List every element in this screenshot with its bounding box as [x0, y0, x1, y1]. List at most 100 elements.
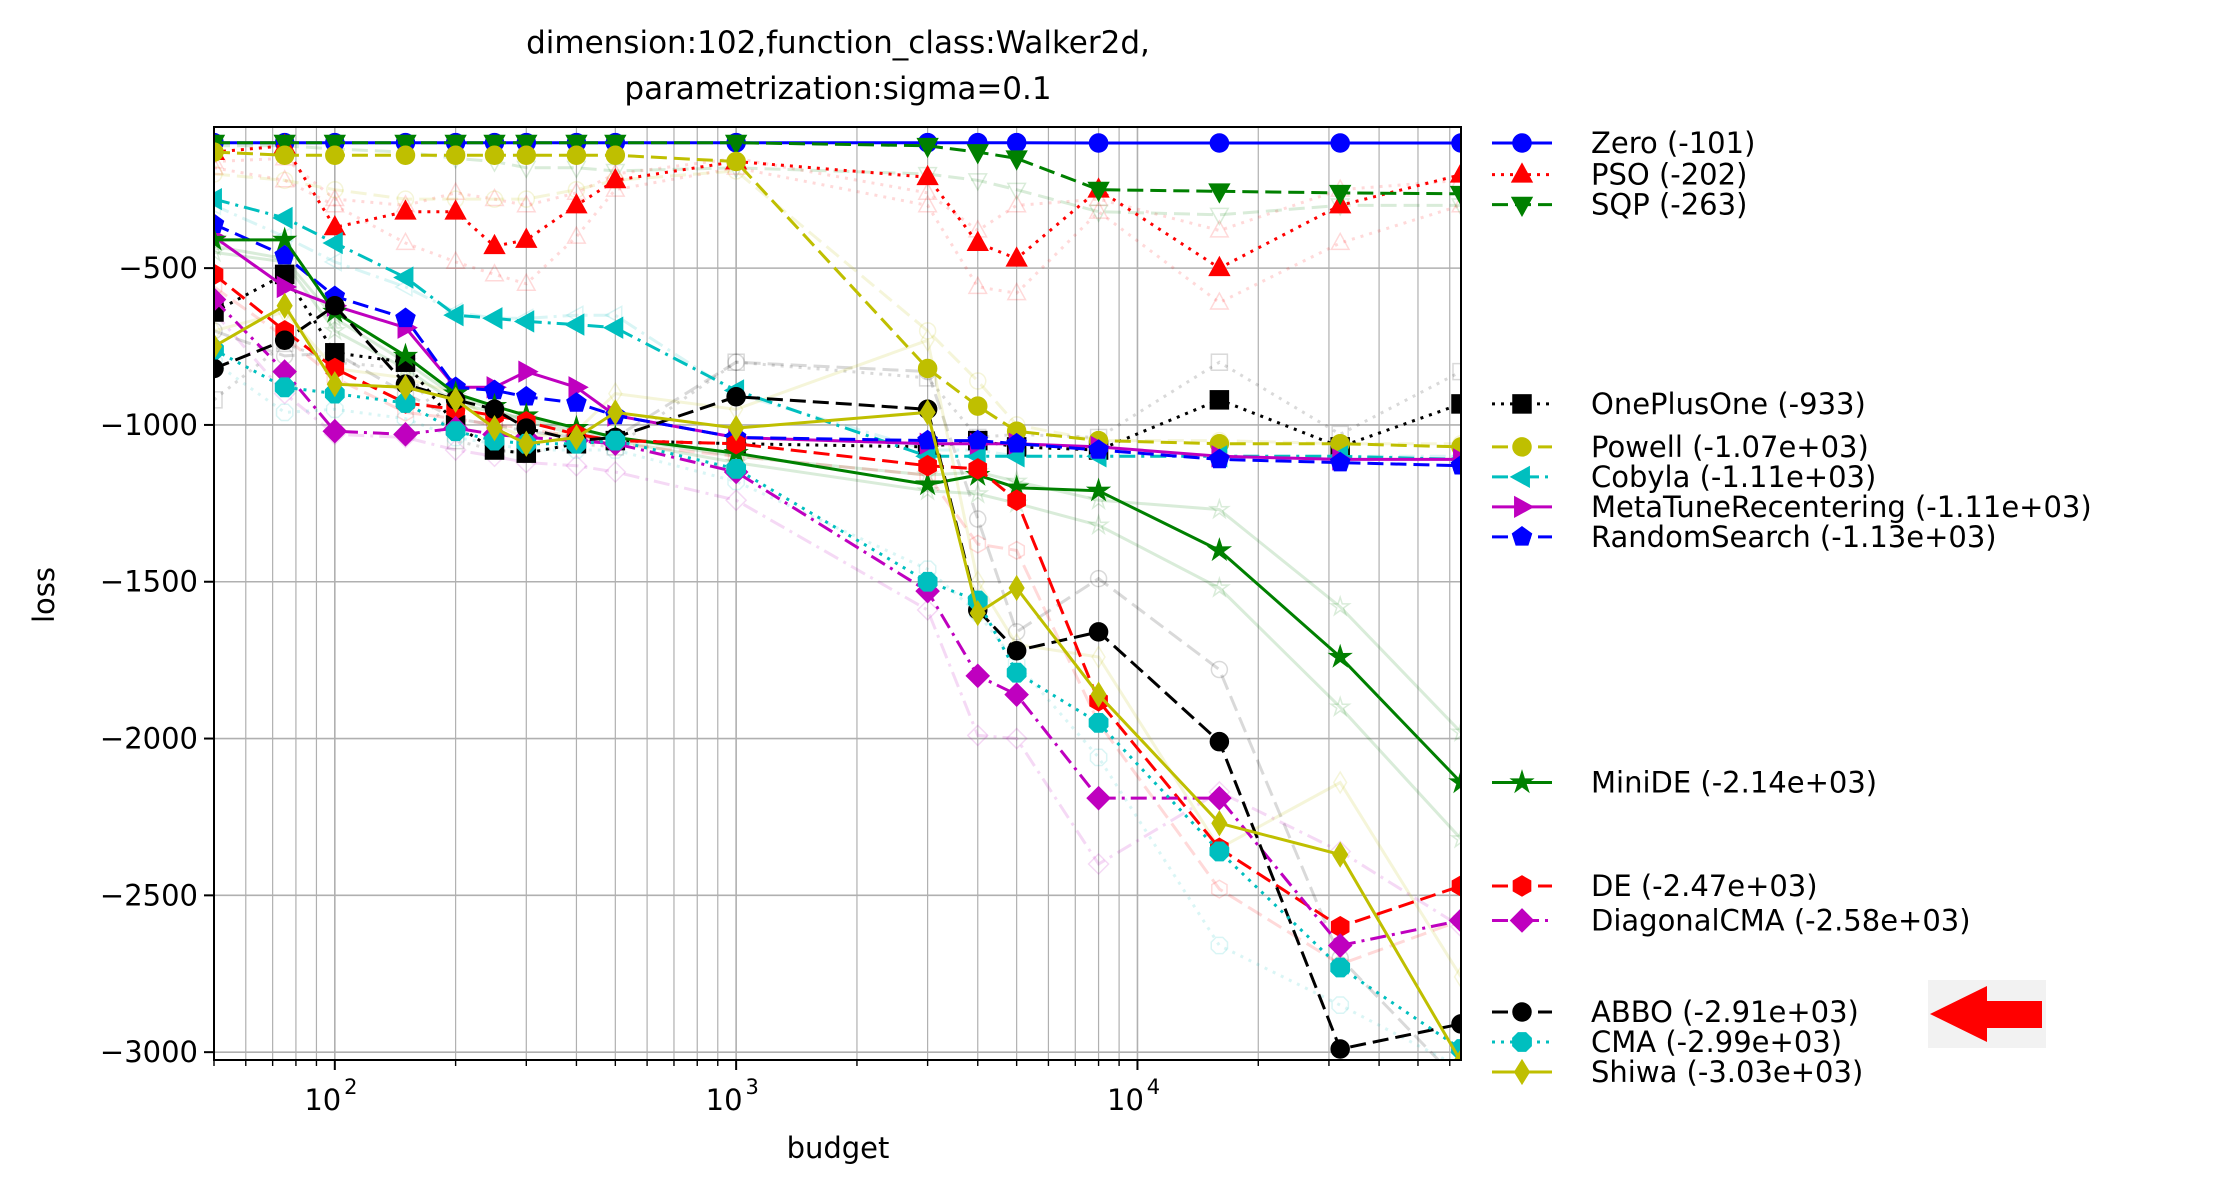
series-line — [214, 360, 1450, 1060]
data-point — [1088, 204, 1109, 223]
data-point — [726, 432, 746, 455]
data-point — [726, 151, 746, 172]
data-point — [604, 167, 627, 189]
data-point — [214, 333, 223, 360]
data-point — [214, 142, 224, 162]
legend-label: CMA (-2.99e+03) — [1591, 1025, 1842, 1059]
data-point — [1008, 540, 1026, 561]
data-point — [728, 414, 745, 442]
data-point — [513, 310, 535, 333]
data-point — [214, 277, 223, 297]
data-point — [1089, 748, 1108, 767]
data-point — [274, 169, 295, 188]
data-point — [214, 165, 223, 183]
legend-label: ABBO (-2.91e+03) — [1591, 995, 1859, 1029]
data-point — [1451, 1014, 1461, 1034]
data-point — [323, 134, 346, 156]
data-point — [214, 226, 227, 251]
data-point — [516, 194, 537, 213]
data-point — [214, 322, 223, 340]
data-point — [1512, 437, 1532, 457]
data-point — [1450, 194, 1461, 213]
data-point — [1004, 682, 1029, 707]
data-point — [918, 322, 937, 340]
data-point — [1008, 574, 1025, 602]
data-point — [1210, 353, 1229, 371]
data-point — [445, 421, 466, 442]
x-tick-exponent: 2 — [344, 1075, 357, 1099]
data-point — [565, 193, 588, 214]
data-point — [274, 377, 295, 398]
data-point — [1091, 645, 1106, 669]
data-point — [1330, 957, 1351, 978]
data-point — [324, 187, 345, 207]
data-point — [1510, 162, 1534, 183]
data-point — [214, 213, 225, 233]
data-point — [275, 403, 294, 422]
data-point — [1209, 291, 1230, 310]
data-point — [1448, 769, 1461, 794]
data-point — [607, 399, 624, 426]
data-point — [725, 489, 748, 512]
data-point — [1207, 785, 1232, 811]
legend-entry-metatunerecentering: MetaTuneRecentering (-1.11e+03) — [1492, 490, 2092, 524]
data-point — [1088, 200, 1109, 219]
data-point — [484, 187, 505, 207]
data-point — [967, 173, 988, 192]
data-point — [566, 145, 587, 165]
data-point — [443, 303, 464, 327]
data-point — [602, 316, 624, 339]
data-point — [1327, 643, 1353, 668]
data-point — [394, 134, 417, 156]
series-line — [214, 303, 1461, 1051]
legend-label: Zero (-101) — [1591, 126, 1755, 160]
data-point — [1005, 246, 1028, 267]
series-zero — [214, 132, 1461, 153]
data-point — [966, 144, 989, 165]
y-axis-label: loss — [27, 567, 61, 623]
series-line — [214, 166, 1461, 305]
data-point — [1329, 184, 1352, 206]
data-point — [605, 145, 626, 165]
data-point — [916, 164, 939, 186]
data-point — [1210, 936, 1229, 955]
data-point — [1513, 1058, 1531, 1086]
chart-title: dimension:102,function_class:Walker2d, p… — [526, 25, 1150, 107]
data-point — [1450, 454, 1461, 475]
data-point — [965, 663, 991, 689]
data-point — [969, 510, 987, 528]
data-point — [1328, 594, 1352, 617]
data-point — [323, 215, 346, 236]
data-point — [727, 353, 745, 371]
legend-entry-cma: CMA (-2.99e+03) — [1492, 1025, 1842, 1059]
data-point — [604, 460, 627, 484]
data-point — [1006, 432, 1027, 453]
legend-entry-diagonalcma: DiagonalCMA (-2.58e+03) — [1492, 903, 1971, 937]
data-point — [568, 376, 589, 399]
background-series — [214, 156, 1461, 310]
data-point — [917, 194, 938, 213]
data-point — [1449, 826, 1461, 849]
data-point — [566, 392, 587, 412]
data-point — [1327, 933, 1353, 958]
data-point — [214, 302, 224, 322]
legend-label: SQP (-263) — [1591, 188, 1747, 222]
data-point — [447, 386, 464, 413]
data-point — [969, 599, 986, 627]
data-point — [1006, 640, 1027, 661]
x-tick-label: 10 — [1107, 1083, 1144, 1117]
data-point — [445, 145, 466, 165]
data-point — [727, 353, 745, 371]
data-point — [966, 724, 989, 747]
data-point — [1449, 185, 1461, 207]
data-point — [1087, 488, 1111, 510]
data-point — [1088, 133, 1109, 153]
data-point — [726, 458, 747, 479]
data-point — [517, 190, 536, 208]
data-point — [273, 134, 296, 156]
data-point — [1006, 662, 1027, 683]
data-point — [276, 275, 298, 299]
data-point — [325, 145, 345, 165]
data-point — [1006, 282, 1027, 301]
series-shiwa — [214, 292, 1461, 1060]
